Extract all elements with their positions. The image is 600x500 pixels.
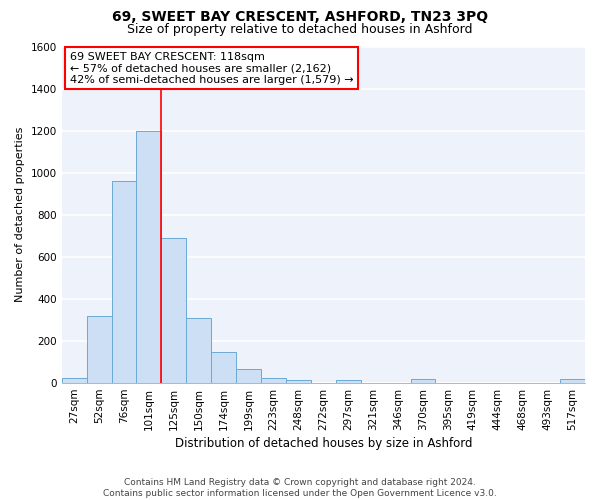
Bar (186, 318, 211, 383)
Bar (560, 379, 585, 383)
Bar (136, 130, 161, 383)
Text: 69 SWEET BAY CRESCENT: 118sqm
← 57% of detached houses are smaller (2,162)
42% o: 69 SWEET BAY CRESCENT: 118sqm ← 57% of d… (70, 52, 353, 84)
Text: Size of property relative to detached houses in Ashford: Size of property relative to detached ho… (127, 22, 473, 36)
Bar (62, 378, 86, 383)
Y-axis label: Number of detached properties: Number of detached properties (15, 127, 25, 302)
Bar (211, 352, 236, 383)
Bar (336, 380, 361, 383)
Bar (236, 370, 261, 383)
Bar (261, 378, 286, 383)
X-axis label: Distribution of detached houses by size in Ashford: Distribution of detached houses by size … (175, 437, 472, 450)
Bar (286, 380, 311, 383)
Bar (410, 379, 436, 383)
Text: Contains HM Land Registry data © Crown copyright and database right 2024.
Contai: Contains HM Land Registry data © Crown c… (103, 478, 497, 498)
Text: 69, SWEET BAY CRESCENT, ASHFORD, TN23 3PQ: 69, SWEET BAY CRESCENT, ASHFORD, TN23 3P… (112, 10, 488, 24)
Bar (86, 316, 112, 383)
Bar (161, 238, 186, 383)
Bar (112, 181, 136, 383)
